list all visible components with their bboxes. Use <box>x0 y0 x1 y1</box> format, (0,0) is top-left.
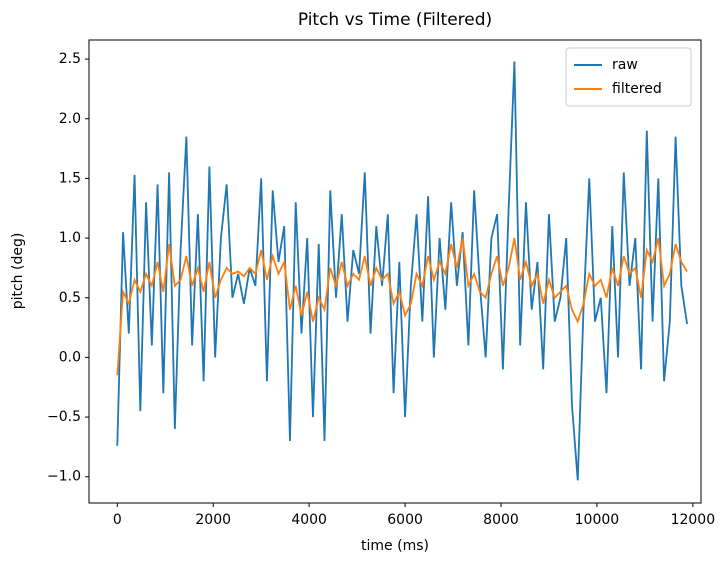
y-tick-label: −1.0 <box>47 469 81 485</box>
y-axis-label: pitch (deg) <box>10 233 26 310</box>
y-tick-label: 2.5 <box>59 51 81 67</box>
axes-frame <box>88 39 702 504</box>
x-tick-label: 8000 <box>483 512 519 528</box>
x-tick-label: 2000 <box>195 512 231 528</box>
legend-label: filtered <box>612 81 662 97</box>
legend-label: raw <box>612 57 638 73</box>
x-tick-label: 6000 <box>387 512 423 528</box>
x-axis-label: time (ms) <box>361 538 429 554</box>
y-tick-label: 1.5 <box>59 170 81 186</box>
y-tick-label: 1.0 <box>59 230 81 246</box>
y-tick-label: 0.5 <box>59 290 81 306</box>
x-tick-label: 10000 <box>575 512 620 528</box>
y-tick-label: 2.0 <box>59 111 81 127</box>
chart-title: Pitch vs Time (Filtered) <box>298 10 492 30</box>
series-line <box>116 61 688 481</box>
legend-box <box>565 47 692 107</box>
y-tick-label: 0.0 <box>59 349 81 365</box>
x-tick-label: 0 <box>113 512 122 528</box>
x-tick-label: 12000 <box>671 512 716 528</box>
x-tick-label: 4000 <box>291 512 327 528</box>
series-line <box>116 237 688 376</box>
y-tick-label: −0.5 <box>47 409 81 425</box>
